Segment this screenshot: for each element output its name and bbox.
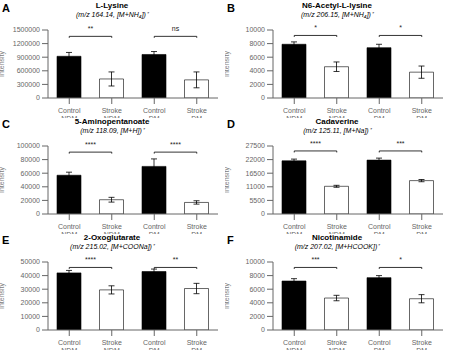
svg-text:20000: 20000 bbox=[21, 299, 41, 306]
svg-text:16500: 16500 bbox=[246, 170, 266, 177]
svg-text:ControlNDM: ControlNDM bbox=[283, 107, 306, 118]
svg-text:StrokeNDM: StrokeNDM bbox=[327, 107, 347, 118]
svg-text:Intensity: Intensity bbox=[225, 50, 231, 77]
svg-text:300000: 300000 bbox=[17, 81, 40, 88]
svg-text:StrokeDM: StrokeDM bbox=[187, 339, 207, 350]
svg-text:80000: 80000 bbox=[21, 156, 41, 163]
svg-text:*: * bbox=[314, 24, 317, 31]
html-text:D: D bbox=[227, 118, 235, 130]
svg-text:10000: 10000 bbox=[246, 258, 266, 265]
svg-text:27500: 27500 bbox=[246, 142, 266, 149]
svg-text:****: **** bbox=[85, 256, 96, 263]
svg-text:4000: 4000 bbox=[249, 299, 265, 306]
svg-text:ControlDM: ControlDM bbox=[368, 223, 391, 234]
html-text:(m/z 118.09, [M+H])⁺: (m/z 118.09, [M+H])⁺ bbox=[80, 126, 144, 134]
html-text:5-Aminopentanoate: 5-Aminopentanoate bbox=[74, 117, 150, 126]
html-text:(m/z 206.15, [M+NH₄])⁺: (m/z 206.15, [M+NH₄])⁺ bbox=[301, 10, 373, 18]
svg-text:6000: 6000 bbox=[249, 286, 265, 293]
html-text:(m/z 125.11, [M+Na])⁺: (m/z 125.11, [M+Na])⁺ bbox=[303, 126, 371, 134]
svg-text:Intensity: Intensity bbox=[225, 166, 231, 193]
svg-text:StrokeNDM: StrokeNDM bbox=[327, 223, 347, 234]
svg-text:****: **** bbox=[310, 140, 321, 147]
svg-text:StrokeDM: StrokeDM bbox=[412, 339, 432, 350]
svg-text:4000: 4000 bbox=[249, 67, 265, 74]
svg-text:900000: 900000 bbox=[17, 54, 40, 61]
html-text:N6-Acetyl-L-lysine: N6-Acetyl-L-lysine bbox=[302, 1, 372, 10]
svg-text:ControlNDM: ControlNDM bbox=[58, 223, 81, 234]
html-text:Cadaverine: Cadaverine bbox=[315, 117, 359, 126]
svg-text:StrokeNDM: StrokeNDM bbox=[102, 107, 122, 118]
html-text:(m/z 215.02, [M+COONa])⁺: (m/z 215.02, [M+COONa])⁺ bbox=[70, 242, 154, 250]
svg-text:StrokeNDM: StrokeNDM bbox=[102, 223, 122, 234]
svg-text:0: 0 bbox=[261, 94, 265, 101]
html-text:2-Oxoglutarate: 2-Oxoglutarate bbox=[83, 233, 141, 242]
svg-text:2000: 2000 bbox=[249, 313, 265, 320]
svg-text:*: * bbox=[399, 24, 402, 31]
svg-text:0: 0 bbox=[261, 210, 265, 217]
svg-text:10000: 10000 bbox=[246, 26, 266, 33]
svg-text:6000: 6000 bbox=[249, 54, 265, 61]
svg-text:Intensity: Intensity bbox=[225, 282, 231, 309]
svg-text:2000: 2000 bbox=[249, 81, 265, 88]
svg-text:0: 0 bbox=[36, 326, 40, 333]
svg-text:StrokeDM: StrokeDM bbox=[187, 107, 207, 118]
svg-text:**: ** bbox=[173, 256, 179, 263]
svg-text:ControlNDM: ControlNDM bbox=[283, 339, 306, 350]
svg-text:11000: 11000 bbox=[246, 183, 265, 190]
html-text:C: C bbox=[2, 118, 10, 130]
svg-text:****: **** bbox=[85, 141, 96, 148]
html-text:F: F bbox=[227, 234, 234, 246]
svg-text:***: *** bbox=[311, 256, 319, 263]
svg-text:0: 0 bbox=[36, 210, 40, 217]
svg-text:ControlDM: ControlDM bbox=[368, 339, 391, 350]
svg-text:8000: 8000 bbox=[249, 272, 265, 279]
svg-text:0: 0 bbox=[261, 326, 265, 333]
html-text:Nicotinamide: Nicotinamide bbox=[311, 233, 363, 242]
html-text:A: A bbox=[2, 2, 10, 14]
svg-text:ControlNDM: ControlNDM bbox=[58, 107, 81, 118]
svg-text:600000: 600000 bbox=[17, 67, 40, 74]
html-text:(m/z 207.02, [M+HCOOK])⁺: (m/z 207.02, [M+HCOOK])⁺ bbox=[294, 242, 380, 250]
svg-text:StrokeDM: StrokeDM bbox=[187, 223, 207, 234]
svg-text:0: 0 bbox=[36, 94, 40, 101]
svg-text:ControlDM: ControlDM bbox=[143, 107, 166, 118]
svg-text:60000: 60000 bbox=[21, 170, 41, 177]
html-text:L-Lysine: L-Lysine bbox=[95, 1, 129, 10]
svg-text:1500000: 1500000 bbox=[13, 26, 40, 33]
svg-text:100000: 100000 bbox=[17, 142, 40, 149]
svg-text:StrokeNDM: StrokeNDM bbox=[327, 339, 347, 350]
svg-text:5500: 5500 bbox=[249, 197, 265, 204]
svg-text:1200000: 1200000 bbox=[13, 40, 40, 47]
svg-text:****: **** bbox=[170, 141, 181, 148]
svg-text:*: * bbox=[399, 256, 402, 263]
svg-text:ControlDM: ControlDM bbox=[143, 339, 166, 350]
svg-text:10000: 10000 bbox=[21, 313, 41, 320]
svg-text:**: ** bbox=[88, 25, 94, 32]
svg-text:StrokeDM: StrokeDM bbox=[412, 223, 432, 234]
svg-text:***: *** bbox=[396, 140, 404, 147]
svg-text:StrokeNDM: StrokeNDM bbox=[102, 339, 122, 350]
svg-text:40000: 40000 bbox=[21, 272, 41, 279]
html-text:(m/z 164.14, [M+NH₄])⁺: (m/z 164.14, [M+NH₄])⁺ bbox=[76, 10, 148, 18]
html-text:B: B bbox=[227, 2, 235, 14]
svg-text:ControlDM: ControlDM bbox=[143, 223, 166, 234]
svg-text:20000: 20000 bbox=[21, 197, 41, 204]
html-text:E: E bbox=[2, 234, 10, 246]
svg-text:ControlNDM: ControlNDM bbox=[58, 339, 81, 350]
svg-text:50000: 50000 bbox=[21, 258, 41, 265]
svg-text:40000: 40000 bbox=[21, 183, 41, 190]
svg-text:22000: 22000 bbox=[246, 156, 266, 163]
svg-text:ns: ns bbox=[172, 25, 180, 32]
svg-text:ControlDM: ControlDM bbox=[368, 107, 391, 118]
svg-text:30000: 30000 bbox=[21, 286, 41, 293]
svg-text:8000: 8000 bbox=[249, 40, 265, 47]
svg-text:ControlNDM: ControlNDM bbox=[283, 223, 306, 234]
svg-text:StrokeDM: StrokeDM bbox=[412, 107, 432, 118]
